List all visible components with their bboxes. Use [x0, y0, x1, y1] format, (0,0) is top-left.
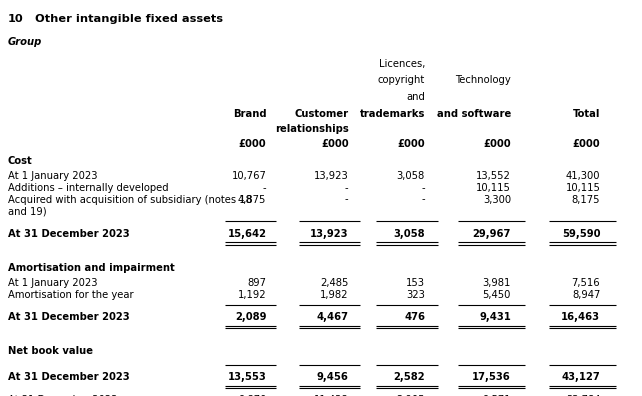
Text: copyright: copyright	[377, 75, 425, 85]
Text: trademarks: trademarks	[360, 109, 425, 118]
Text: 3,058: 3,058	[397, 171, 425, 181]
Text: Technology: Technology	[455, 75, 511, 85]
Text: 33,784: 33,784	[566, 395, 600, 396]
Text: 13,923: 13,923	[314, 171, 349, 181]
Text: 29,967: 29,967	[473, 229, 511, 239]
Text: At 31 December 2023: At 31 December 2023	[8, 229, 129, 239]
Text: 9,456: 9,456	[317, 373, 349, 383]
Text: 1,192: 1,192	[238, 289, 266, 300]
Text: Group: Group	[8, 37, 42, 47]
Text: £000: £000	[321, 139, 349, 148]
Text: Other intangible fixed assets: Other intangible fixed assets	[35, 14, 223, 24]
Text: 2,485: 2,485	[320, 278, 349, 288]
Text: 4,467: 4,467	[317, 312, 349, 322]
Text: 17,536: 17,536	[473, 373, 511, 383]
Text: -: -	[345, 183, 349, 193]
Text: Brand: Brand	[233, 109, 266, 118]
Text: 8,947: 8,947	[572, 289, 600, 300]
Text: At 31 December 2023: At 31 December 2023	[8, 312, 129, 322]
Text: 3,300: 3,300	[483, 194, 511, 204]
Text: 13,553: 13,553	[228, 373, 266, 383]
Text: At 1 January 2023: At 1 January 2023	[8, 171, 97, 181]
Text: 476: 476	[404, 312, 425, 322]
Text: 11,438: 11,438	[314, 395, 349, 396]
Text: £000: £000	[397, 139, 425, 148]
Text: At 1 January 2023: At 1 January 2023	[8, 278, 97, 288]
Text: At 31 December 2022: At 31 December 2022	[8, 395, 117, 396]
Text: 10,115: 10,115	[566, 183, 600, 193]
Text: 13,923: 13,923	[310, 229, 349, 239]
Text: -: -	[421, 194, 425, 204]
Text: 2,089: 2,089	[235, 312, 266, 322]
Text: 3,981: 3,981	[483, 278, 511, 288]
Text: 5,450: 5,450	[483, 289, 511, 300]
Text: 1,982: 1,982	[320, 289, 349, 300]
Text: -: -	[421, 183, 425, 193]
Text: and 19): and 19)	[8, 206, 46, 216]
Text: and: and	[406, 92, 425, 102]
Text: £000: £000	[239, 139, 266, 148]
Text: 153: 153	[406, 278, 425, 288]
Text: 7,516: 7,516	[571, 278, 600, 288]
Text: 13,552: 13,552	[476, 171, 511, 181]
Text: 2,582: 2,582	[394, 373, 425, 383]
Text: 323: 323	[406, 289, 425, 300]
Text: 59,590: 59,590	[562, 229, 600, 239]
Text: 897: 897	[247, 278, 266, 288]
Text: Total: Total	[573, 109, 600, 118]
Text: -: -	[345, 194, 349, 204]
Text: 3,058: 3,058	[394, 229, 425, 239]
Text: At 31 December 2023: At 31 December 2023	[8, 373, 129, 383]
Text: £000: £000	[573, 139, 600, 148]
Text: 15,642: 15,642	[227, 229, 266, 239]
Text: Additions – internally developed: Additions – internally developed	[8, 183, 168, 193]
Text: 4,875: 4,875	[238, 194, 266, 204]
Text: 10: 10	[8, 14, 24, 24]
Text: 10,767: 10,767	[232, 171, 266, 181]
Text: Acquired with acquisition of subsidiary (notes 18: Acquired with acquisition of subsidiary …	[8, 194, 252, 204]
Text: 41,300: 41,300	[566, 171, 600, 181]
Text: 43,127: 43,127	[562, 373, 600, 383]
Text: Licences,: Licences,	[379, 59, 425, 69]
Text: Cost: Cost	[8, 156, 33, 166]
Text: Net book value: Net book value	[8, 346, 92, 356]
Text: -: -	[263, 183, 266, 193]
Text: and software: and software	[437, 109, 511, 118]
Text: 9,870: 9,870	[238, 395, 266, 396]
Text: 9,431: 9,431	[479, 312, 511, 322]
Text: relationships: relationships	[275, 124, 349, 133]
Text: 2,905: 2,905	[397, 395, 425, 396]
Text: 16,463: 16,463	[561, 312, 600, 322]
Text: Customer: Customer	[295, 109, 349, 118]
Text: £000: £000	[483, 139, 511, 148]
Text: Amortisation and impairment: Amortisation and impairment	[8, 263, 175, 273]
Text: 10,115: 10,115	[476, 183, 511, 193]
Text: Amortisation for the year: Amortisation for the year	[8, 289, 134, 300]
Text: 9,571: 9,571	[482, 395, 511, 396]
Text: 8,175: 8,175	[572, 194, 600, 204]
